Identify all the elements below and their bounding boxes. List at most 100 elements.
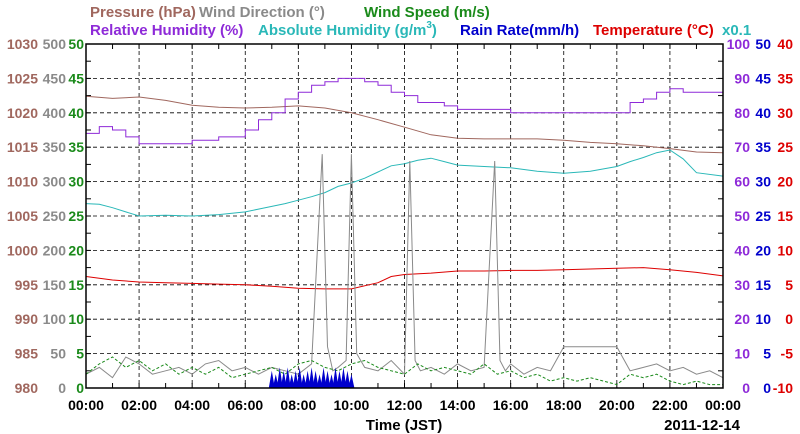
rain-rate-tick-label: 25 <box>755 208 771 224</box>
rain-rate-spike <box>304 370 311 388</box>
rain-rate-spike <box>344 370 351 388</box>
wind-speed-tick-label: 20 <box>68 242 84 258</box>
plot-frame <box>85 43 724 389</box>
temperature-tick-label: -10 <box>773 380 793 396</box>
relative-humidity-tick-label: 40 <box>734 242 750 258</box>
temperature-tick-label: 35 <box>777 70 793 86</box>
rain-rate-tick-label: 40 <box>755 105 771 121</box>
wind-direction-tick-label: 0 <box>58 380 66 396</box>
rain-rate-spike <box>340 367 347 388</box>
relative-humidity-tick-label: 60 <box>734 174 750 190</box>
rain-rate-axis-title: Rain Rate(mm/h) <box>460 22 579 39</box>
pressure-tick-label: 990 <box>15 311 39 327</box>
relative-humidity-tick-label: 50 <box>734 208 750 224</box>
x-axis-title: Time (JST) <box>366 417 442 434</box>
rain-rate-spike <box>332 367 339 388</box>
x-tick-label: 00:00 <box>68 397 104 413</box>
temperature-tick-label: 20 <box>777 174 793 190</box>
temperature-tick-label: 40 <box>777 36 793 52</box>
temperature-tick-label: 25 <box>777 139 793 155</box>
relative-humidity-tick-label: 0 <box>742 380 750 396</box>
relative-humidity-tick-label: 80 <box>734 105 750 121</box>
x-tick-label: 04:00 <box>174 397 210 413</box>
wind-direction-tick-label: 100 <box>43 311 67 327</box>
pressure-tick-label: 1030 <box>7 36 38 52</box>
wind-direction-tick-label: 50 <box>50 346 66 362</box>
relative-humidity-tick-label: 90 <box>734 70 750 86</box>
rain-rate-tick-label: 30 <box>755 174 771 190</box>
x-tick-label: 20:00 <box>599 397 635 413</box>
relative-humidity-tick-label: 30 <box>734 277 750 293</box>
wind-speed-tick-label: 0 <box>76 380 84 396</box>
pressure-tick-label: 1005 <box>7 208 38 224</box>
chart-header: Pressure (hPa) Wind Direction (°) Wind S… <box>90 4 751 39</box>
rain-rate-tick-label: 10 <box>755 311 771 327</box>
pressure-tick-label: 1020 <box>7 105 38 121</box>
wind-speed-tick-label: 10 <box>68 311 84 327</box>
pressure-tick-label: 995 <box>15 277 39 293</box>
rain-rate-spike <box>268 370 275 388</box>
rain-rate-spike <box>296 367 303 388</box>
data-series <box>85 77 724 388</box>
rain-rate-spike <box>276 367 283 388</box>
wind-speed-tick-label: 45 <box>68 70 84 86</box>
wind-speed-tick-label: 50 <box>68 36 84 52</box>
x-tick-label: 10:00 <box>334 397 370 413</box>
temperature-tick-label: 10 <box>777 242 793 258</box>
plot-grid <box>85 43 724 389</box>
rain-rate-spike <box>300 374 307 388</box>
x-tick-label: 22:00 <box>652 397 688 413</box>
pressure-tick-label: 1025 <box>7 70 38 86</box>
rain-rate-spike <box>280 370 287 388</box>
temperature-tick-label: 30 <box>777 105 793 121</box>
x-tick-label: 08:00 <box>280 397 316 413</box>
series-wind-speed <box>85 356 723 386</box>
x-tick-label: 16:00 <box>493 397 529 413</box>
wind-direction-tick-label: 450 <box>43 70 67 86</box>
wind-direction-tick-label: 150 <box>43 277 67 293</box>
series-relative-humidity <box>86 77 723 145</box>
series-pressure <box>85 95 724 154</box>
x-tick-label: 00:00 <box>705 397 741 413</box>
relative-humidity-tick-label: 10 <box>734 346 750 362</box>
wind-speed-tick-label: 30 <box>68 174 84 190</box>
relative-humidity-tick-label: 20 <box>734 311 750 327</box>
temperature-tick-label: -5 <box>781 346 794 362</box>
x-tick-label: 14:00 <box>440 397 476 413</box>
rain-rate-spike <box>312 370 319 388</box>
absolute-humidity-title-main: Absolute Humidity (g/m <box>258 22 426 39</box>
temperature-axis-title: Temperature (°C) <box>593 22 714 39</box>
x-tick-label: 02:00 <box>121 397 157 413</box>
temperature-tick-label: 5 <box>785 277 793 293</box>
wind-speed-tick-label: 15 <box>68 277 84 293</box>
rain-rate-spike <box>308 367 315 388</box>
rain-rate-tick-label: 15 <box>755 277 771 293</box>
rain-rate-tick-label: 45 <box>755 70 771 86</box>
relative-humidity-tick-label: 70 <box>734 139 750 155</box>
rain-rate-spike <box>348 374 355 388</box>
rain-rate-tick-label: 20 <box>755 242 771 258</box>
rain-rate-spike <box>336 370 343 388</box>
temperature-tick-label: 15 <box>777 208 793 224</box>
date-label: 2011-12-14 <box>664 417 741 434</box>
rain-rate-tick-label: 0 <box>763 380 771 396</box>
pressure-tick-label: 985 <box>15 346 39 362</box>
wind-speed-tick-label: 25 <box>68 208 84 224</box>
series-wind-direction <box>85 154 724 379</box>
rain-rate-spike <box>324 370 331 388</box>
temperature-tick-label: 0 <box>785 311 793 327</box>
wind-speed-tick-label: 5 <box>76 346 84 362</box>
rain-rate-tick-label: 5 <box>763 346 771 362</box>
wind-speed-tick-label: 40 <box>68 105 84 121</box>
pressure-tick-label: 1000 <box>7 242 38 258</box>
wind-direction-tick-label: 500 <box>43 36 67 52</box>
wind-direction-tick-label: 200 <box>43 242 67 258</box>
wind-direction-tick-label: 300 <box>43 174 67 190</box>
wind-direction-tick-label: 400 <box>43 105 67 121</box>
x-tick-label: 18:00 <box>546 397 582 413</box>
absolute-humidity-axis-title: Absolute Humidity (g/m3) <box>258 20 437 39</box>
rain-rate-spike <box>292 370 299 388</box>
series-absolute-humidity <box>85 149 724 217</box>
relative-humidity-axis-title: Relative Humidity (%) <box>90 22 243 39</box>
